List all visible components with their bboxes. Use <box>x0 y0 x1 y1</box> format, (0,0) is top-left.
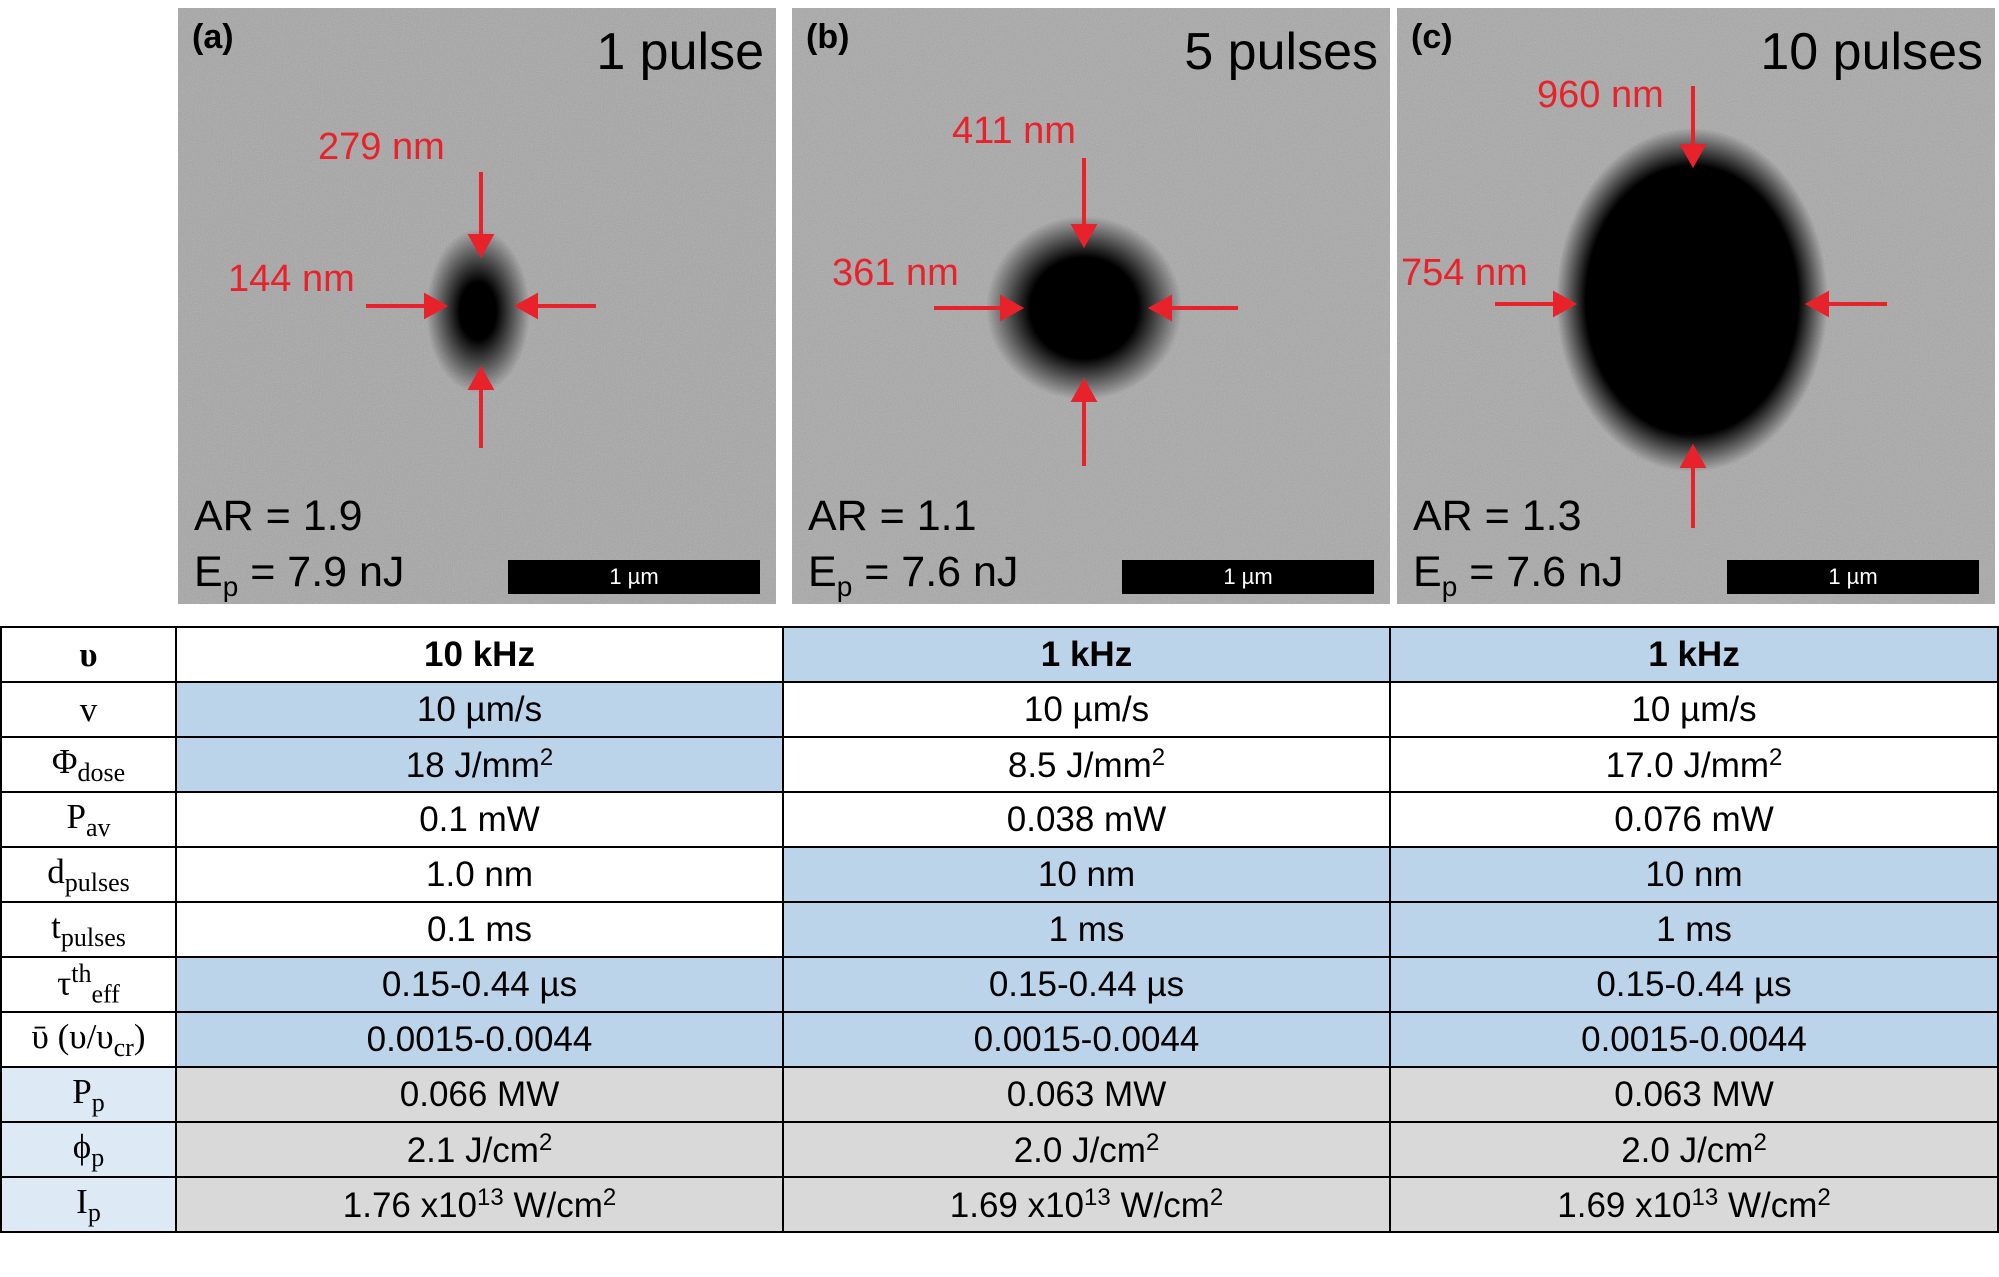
width-measurement: 361 nm <box>832 252 959 294</box>
table-row-dose: Φdose 18 J/mm2 8.5 J/mm2 17.0 J/mm2 <box>0 736 1999 793</box>
table-cell: 0.15-0.44 µs <box>175 956 784 1013</box>
parameter-table: υ 10 kHz 1 kHz 1 kHz v 10 µm/s 10 µm/s 1… <box>0 626 1999 1233</box>
panel-letter: (a) <box>192 18 234 56</box>
row-label: Ip <box>0 1176 177 1233</box>
table-cell: 2.1 J/cm2 <box>175 1121 784 1178</box>
width-measurement: 754 nm <box>1401 252 1528 294</box>
sem-panel-a: (a) 1 pulse 279 nm 144 nm AR = 1.9 Ep = … <box>178 8 776 604</box>
scale-bar: 1 µm <box>1727 560 1979 594</box>
row-label: v <box>0 681 177 738</box>
row-label: ϕp <box>0 1121 177 1178</box>
row-label: Pp <box>0 1066 177 1123</box>
row-label: ῡ (υ/υcr) <box>0 1011 177 1068</box>
table-row-peak-fluence: ϕp 2.1 J/cm2 2.0 J/cm2 2.0 J/cm2 <box>0 1121 1999 1178</box>
table-cell: 1.0 nm <box>175 846 784 903</box>
table-cell: 10 kHz <box>175 626 784 683</box>
row-label: τtheff <box>0 956 177 1013</box>
table-row-normalized-frequency: ῡ (υ/υcr) 0.0015-0.0044 0.0015-0.0044 0.… <box>0 1011 1999 1068</box>
width-measurement: 144 nm <box>228 258 355 300</box>
aspect-ratio: AR = 1.3 <box>1413 492 1582 540</box>
sem-image-c <box>1397 8 1995 604</box>
scale-bar: 1 µm <box>1122 560 1374 594</box>
table-cell: 0.038 mW <box>782 791 1391 848</box>
row-label: tpulses <box>0 901 177 958</box>
table-cell: 0.0015-0.0044 <box>175 1011 784 1068</box>
table-row-peak-intensity: Ip 1.76 x1013 W/cm2 1.69 x1013 W/cm2 1.6… <box>0 1176 1999 1233</box>
table-cell: 1 ms <box>1389 901 1999 958</box>
scale-bar: 1 µm <box>508 560 760 594</box>
height-measurement: 279 nm <box>318 126 445 168</box>
pulse-energy: Ep = 7.6 nJ <box>1413 548 1624 602</box>
table-cell: 0.076 mW <box>1389 791 1999 848</box>
table-cell: 0.0015-0.0044 <box>782 1011 1391 1068</box>
sem-panel-b: (b) 5 pulses 411 nm 361 nm AR = 1.1 Ep =… <box>792 8 1390 604</box>
table-cell: 8.5 J/mm2 <box>782 736 1391 793</box>
table-row-thermal-time: τtheff 0.15-0.44 µs 0.15-0.44 µs 0.15-0.… <box>0 956 1999 1013</box>
aspect-ratio: AR = 1.1 <box>808 492 977 540</box>
aspect-ratio: AR = 1.9 <box>194 492 363 540</box>
panel-letter: (b) <box>806 18 850 56</box>
table-cell: 1 kHz <box>782 626 1391 683</box>
table-cell: 2.0 J/cm2 <box>782 1121 1391 1178</box>
table-cell: 1.76 x1013 W/cm2 <box>175 1176 784 1233</box>
sem-image-a <box>178 8 776 604</box>
panel-letter: (c) <box>1411 18 1453 56</box>
pulse-energy: Ep = 7.6 nJ <box>808 548 1019 602</box>
table-cell: 1 ms <box>782 901 1391 958</box>
table-cell: 0.066 MW <box>175 1066 784 1123</box>
table-cell: 10 nm <box>1389 846 1999 903</box>
table-cell: 10 µm/s <box>1389 681 1999 738</box>
height-measurement: 960 nm <box>1537 74 1664 116</box>
row-label: dpulses <box>0 846 177 903</box>
table-cell: 1.69 x1013 W/cm2 <box>1389 1176 1999 1233</box>
table-cell: 10 nm <box>782 846 1391 903</box>
row-label: Pav <box>0 791 177 848</box>
table-cell: 10 µm/s <box>175 681 784 738</box>
table-cell: 0.15-0.44 µs <box>1389 956 1999 1013</box>
table-row-avg-power: Pav 0.1 mW 0.038 mW 0.076 mW <box>0 791 1999 848</box>
table-cell: 0.063 MW <box>782 1066 1391 1123</box>
row-label: Φdose <box>0 736 177 793</box>
table-row-velocity: v 10 µm/s 10 µm/s 10 µm/s <box>0 681 1999 738</box>
table-cell: 1 kHz <box>1389 626 1999 683</box>
pulse-count: 10 pulses <box>1760 23 1983 81</box>
table-row-pulse-distance: dpulses 1.0 nm 10 nm 10 nm <box>0 846 1999 903</box>
table-cell: 17.0 J/mm2 <box>1389 736 1999 793</box>
table-cell: 0.15-0.44 µs <box>782 956 1391 1013</box>
pulse-count: 1 pulse <box>596 23 764 81</box>
table-row-pulse-time: tpulses 0.1 ms 1 ms 1 ms <box>0 901 1999 958</box>
table-row-frequency: υ 10 kHz 1 kHz 1 kHz <box>0 626 1999 683</box>
pulse-energy: Ep = 7.9 nJ <box>194 548 405 602</box>
table-cell: 18 J/mm2 <box>175 736 784 793</box>
table-cell: 2.0 J/cm2 <box>1389 1121 1999 1178</box>
height-measurement: 411 nm <box>952 110 1076 152</box>
table-cell: 0.0015-0.0044 <box>1389 1011 1999 1068</box>
sem-panel-c: (c) 10 pulses 960 nm 754 nm AR = 1.3 Ep … <box>1397 8 1995 604</box>
table-row-peak-power: Pp 0.066 MW 0.063 MW 0.063 MW <box>0 1066 1999 1123</box>
table-cell: 10 µm/s <box>782 681 1391 738</box>
table-cell: 0.063 MW <box>1389 1066 1999 1123</box>
table-cell: 1.69 x1013 W/cm2 <box>782 1176 1391 1233</box>
pulse-count: 5 pulses <box>1184 23 1378 81</box>
sem-image-b <box>792 8 1390 604</box>
table-cell: 0.1 ms <box>175 901 784 958</box>
table-cell: 0.1 mW <box>175 791 784 848</box>
row-label: υ <box>0 626 177 683</box>
